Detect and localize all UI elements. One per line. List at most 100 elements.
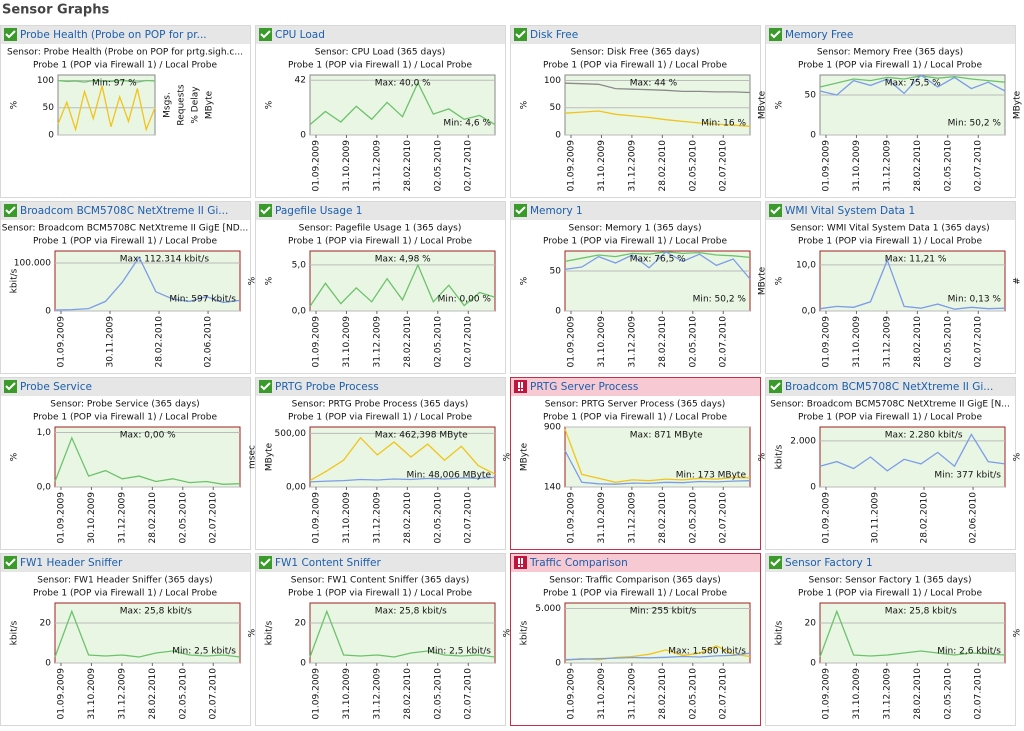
status-check — [260, 558, 271, 567]
plot-area — [564, 602, 751, 664]
tile-title[interactable]: PRTG Server Process — [530, 381, 638, 393]
tile-title[interactable]: FW1 Header Sniffer — [20, 557, 123, 569]
sensor-name: Sensor: Probe Health (Probe on POP for p… — [7, 48, 243, 58]
probe-name: Probe 1 (POP via Firewall 1) / Local Pro… — [288, 237, 472, 247]
tile-title[interactable]: Broadcom BCM5708C NetXtreme II Gi... — [20, 205, 228, 217]
x-tick-label: 31.10.2009 — [852, 668, 862, 720]
tile-header — [766, 554, 1015, 572]
status-check — [5, 382, 16, 391]
tile-title[interactable]: WMI Vital System Data 1 — [785, 205, 915, 217]
tile-title[interactable]: CPU Load — [275, 29, 325, 41]
y-axis-label: kbit/s — [775, 444, 785, 469]
sensor-name: Sensor: WMI Vital System Data 1 (365 day… — [790, 224, 989, 234]
x-tick-label: 02.05.2010 — [178, 492, 188, 544]
y-tick-label: 100 — [37, 76, 54, 86]
series-line — [54, 436, 241, 485]
tile-title[interactable]: Sensor Factory 1 — [785, 557, 873, 569]
plot-area — [564, 250, 751, 312]
probe-name: Probe 1 (POP via Firewall 1) / Local Pro… — [33, 589, 217, 599]
status-check — [770, 206, 781, 215]
x-tick-label: 01.09.2009 — [822, 492, 832, 544]
y-tick-label: 500,00 — [275, 429, 307, 439]
tile-title[interactable]: Disk Free — [530, 29, 578, 41]
series-line — [564, 645, 751, 661]
sensor-name: Sensor: FW1 Content Sniffer (365 days) — [291, 576, 469, 586]
y2-axis-label: Msgs. — [163, 92, 173, 118]
sensor-name: Sensor: PRTG Server Process (365 days) — [545, 400, 726, 410]
y2-axis-label: MByte — [758, 90, 768, 119]
y-tick-label: 1,0 — [37, 428, 52, 438]
series-line — [564, 82, 751, 94]
y-tick-label: 10,0 — [796, 260, 816, 270]
x-tick-label: 02.06.2010 — [204, 316, 214, 368]
y-tick-label: 0 — [810, 131, 816, 141]
plot-area — [309, 602, 496, 664]
sensor-name: Sensor: Memory 1 (365 days) — [569, 224, 702, 234]
x-tick-label: 31.10.2009 — [597, 316, 607, 368]
status-check — [770, 382, 781, 391]
tile-title[interactable]: Probe Health (Probe on POP for pr... — [20, 29, 207, 41]
tile-title[interactable]: PRTG Probe Process — [275, 381, 379, 393]
tile-title[interactable]: Broadcom BCM5708C NetXtreme II Gi... — [785, 381, 993, 393]
x-tick-label: 01.09.2009 — [567, 140, 577, 192]
sensor-name: Sensor: Broadcom BCM5708C NetXtreme II G… — [2, 224, 249, 234]
status-mark — [521, 558, 523, 564]
annotation: Min: 255 kbit/s — [630, 607, 697, 617]
status-mark — [518, 565, 520, 567]
x-tick-label: 28.02.2010 — [658, 492, 668, 544]
tile-title[interactable]: Memory 1 — [530, 205, 583, 217]
x-tick-label: 02.07.2010 — [464, 492, 474, 544]
status-check — [770, 558, 781, 567]
tile-title[interactable]: Probe Service — [20, 381, 92, 393]
tile-header — [766, 26, 1015, 44]
x-tick-label: 30.11.2009 — [871, 492, 881, 544]
y2-axis-label: MByte — [205, 90, 215, 119]
y-tick-label: 5.000 — [535, 604, 561, 614]
series-line — [309, 609, 496, 658]
x-tick-label: 01.09.2009 — [567, 668, 577, 720]
x-tick-label: 31.10.2009 — [342, 492, 352, 544]
annotation: Max: 76,5 % — [630, 255, 686, 265]
x-tick-label: 31.12.2009 — [627, 316, 637, 368]
x-tick-label: 02.07.2010 — [974, 140, 984, 192]
tile-header — [1, 554, 250, 572]
x-tick-label: 01.09.2009 — [822, 316, 832, 368]
annotation: Min: 2,6 kbit/s — [937, 647, 1001, 657]
x-tick-label: 02.07.2010 — [464, 668, 474, 720]
tile-header — [256, 554, 505, 572]
y-tick-label: 50 — [43, 103, 55, 113]
annotation: Min: 16 % — [701, 119, 746, 129]
x-tick-label: 02.07.2010 — [719, 140, 729, 192]
series-line — [564, 429, 751, 483]
x-tick-label: 31.12.2009 — [882, 668, 892, 720]
x-tick-label: 31.10.2009 — [597, 492, 607, 544]
tile-title[interactable]: Traffic Comparison — [529, 557, 628, 569]
y-axis-label: % — [10, 100, 20, 109]
x-tick-label: 28.02.2010 — [913, 140, 923, 192]
status-mark — [521, 382, 523, 388]
sensor-name: Sensor: Traffic Comparison (365 days) — [549, 576, 721, 586]
x-tick-label: 28.02.2010 — [155, 316, 165, 368]
x-tick-label: 01.09.2009 — [57, 492, 67, 544]
x-tick-label: 31.10.2009 — [342, 668, 352, 720]
probe-name: Probe 1 (POP via Firewall 1) / Local Pro… — [288, 589, 472, 599]
y-tick-label: 0,0 — [292, 307, 307, 317]
probe-name: Probe 1 (POP via Firewall 1) / Local Pro… — [798, 237, 982, 247]
tile-title[interactable]: Pagefile Usage 1 — [275, 205, 362, 217]
series-line — [564, 450, 751, 485]
probe-name: Probe 1 (POP via Firewall 1) / Local Pro… — [543, 413, 727, 423]
status-mark — [518, 389, 520, 391]
status-check — [515, 206, 526, 215]
annotation: Max: 25,8 kbit/s — [885, 607, 957, 617]
x-tick-label: 31.10.2009 — [342, 316, 352, 368]
y-tick-label: 0 — [555, 659, 561, 669]
x-tick-label: 02.07.2010 — [719, 316, 729, 368]
tile-title[interactable]: FW1 Content Sniffer — [275, 557, 381, 569]
x-tick-label: 31.12.2009 — [372, 492, 382, 544]
x-tick-label: 31.10.2009 — [852, 316, 862, 368]
x-tick-label: 01.09.2009 — [312, 668, 322, 720]
tile-title[interactable]: Memory Free — [785, 29, 853, 41]
y-axis-label: MByte — [520, 442, 530, 471]
x-tick-label: 31.12.2009 — [627, 668, 637, 720]
y2-axis-label: % — [248, 276, 258, 285]
